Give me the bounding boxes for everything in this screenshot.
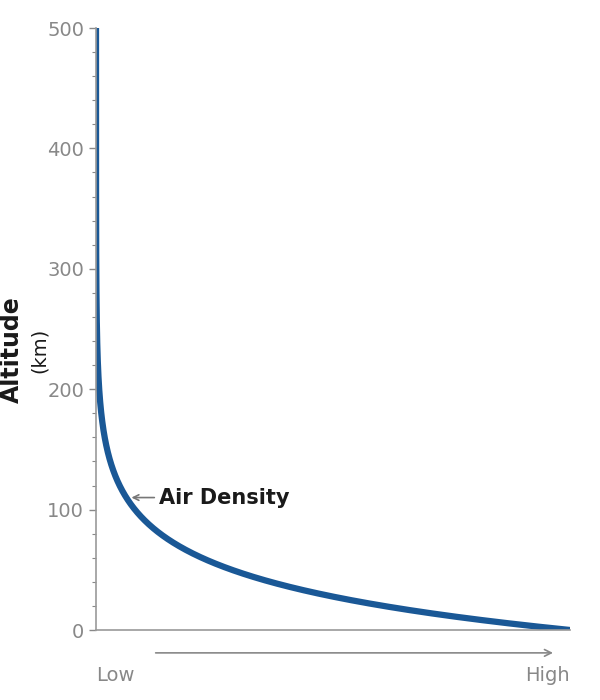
Text: High: High xyxy=(526,666,570,685)
Text: Air Density: Air Density xyxy=(160,488,290,508)
Text: Altitude: Altitude xyxy=(0,297,24,403)
Text: (km): (km) xyxy=(29,328,49,372)
Text: Low: Low xyxy=(96,666,134,685)
